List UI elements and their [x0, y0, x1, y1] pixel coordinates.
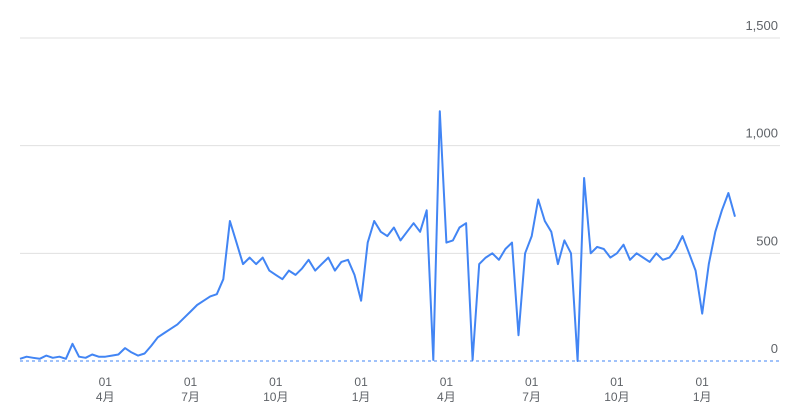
x-tick-label: 01 7月: [181, 375, 200, 404]
x-tick-label: 01 1月: [351, 375, 371, 404]
x-tick-label: 01 1月: [692, 375, 712, 404]
y-tick-label: 500: [756, 233, 778, 248]
y-tick-label: 0: [771, 341, 778, 356]
x-tick-label: 01 4月: [437, 375, 456, 404]
x-tick-label: 01 10月: [604, 375, 630, 404]
x-tick-label: 01 7月: [522, 375, 541, 404]
line: [19, 110, 736, 362]
y-tick-label: 1,500: [745, 18, 778, 33]
x-tick-label: 01 4月: [95, 375, 115, 404]
y-tick-label: 1,000: [745, 126, 778, 141]
x-tick-label: 01 10月: [263, 375, 289, 404]
